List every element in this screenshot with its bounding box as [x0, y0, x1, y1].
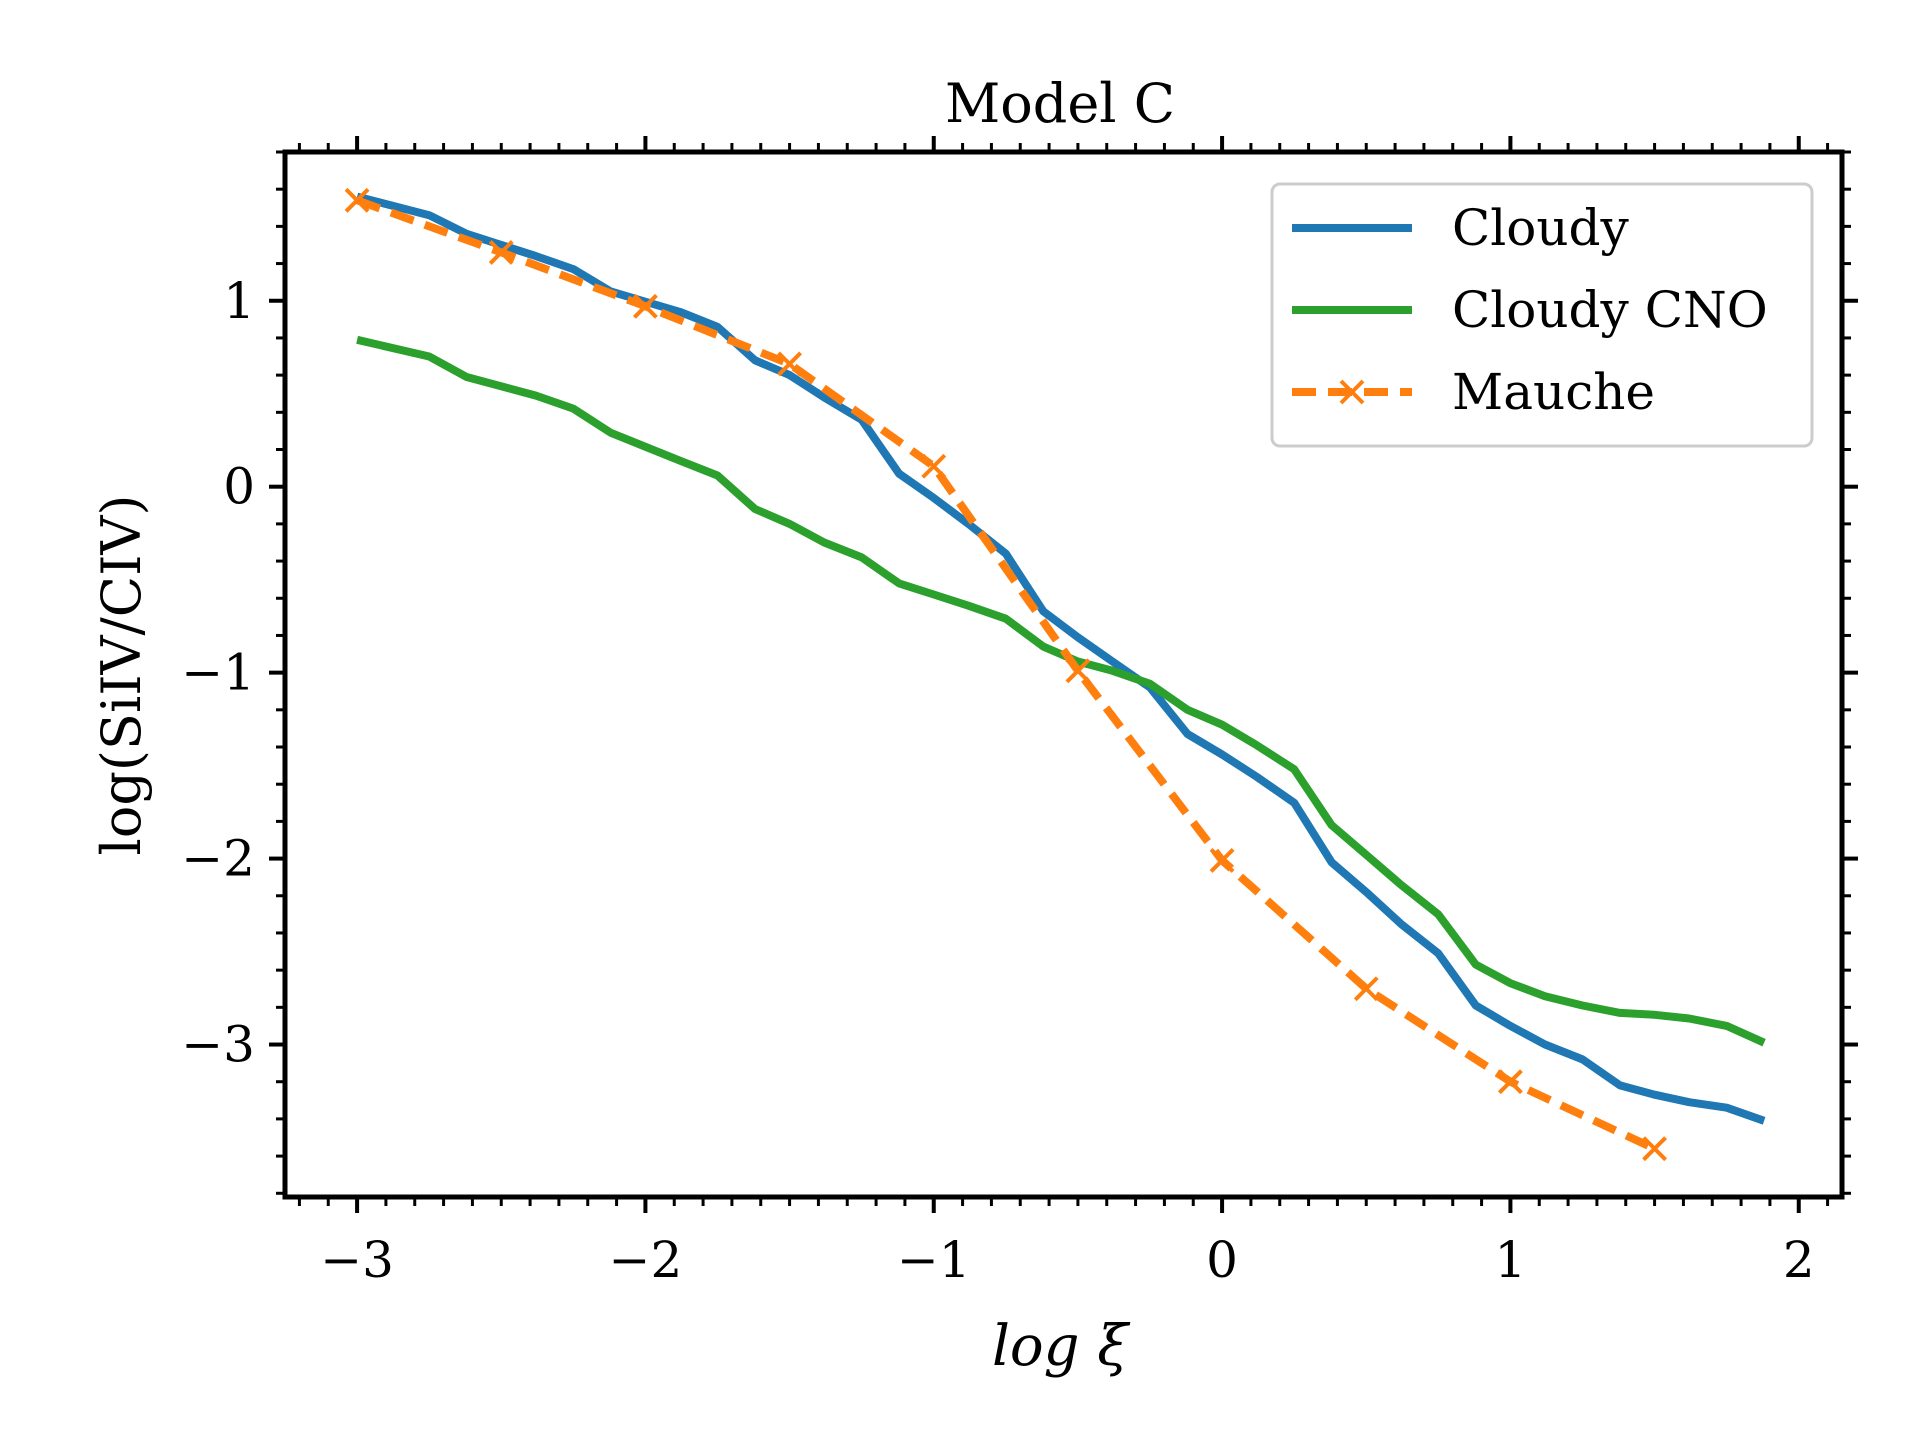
data-point-mauche [921, 453, 947, 479]
y-tick-label: −1 [181, 644, 255, 702]
legend-items: Cloudy Cloudy CNO Mauche [1292, 199, 1768, 421]
data-point-mauche [1209, 848, 1235, 873]
legend: Cloudy Cloudy CNO Mauche [1270, 182, 1814, 448]
data-point-mauche [777, 351, 802, 377]
legend-label-cloudy-cno: Cloudy CNO [1452, 281, 1768, 339]
chart-title: Model C [945, 72, 1175, 135]
series-line-cloudy [356, 192, 1766, 1125]
legend-box [1270, 182, 1814, 448]
legend-label-mauche: Mauche [1452, 363, 1655, 421]
x-tick-label: 0 [1206, 1231, 1238, 1289]
y-tick-label: −2 [181, 830, 255, 888]
y-tick-label: 0 [223, 458, 255, 516]
series-line-cloudy-cno [356, 335, 1766, 1047]
data-point-mauche [488, 239, 514, 265]
x-tick-label: 2 [1783, 1231, 1815, 1289]
plot-frame [282, 149, 1845, 1200]
y-tick-label: −3 [181, 1016, 255, 1074]
tick-layer: −3 −2 −1 0 1 2 −3 −2 −1 0 1 [181, 136, 1858, 1289]
data-point-mauche [1353, 976, 1379, 1002]
data-layer [344, 187, 1766, 1162]
legend-marker-mauche [1339, 379, 1365, 405]
y-tick-label: 1 [223, 272, 255, 330]
legend-label-cloudy: Cloudy [1452, 199, 1630, 257]
series-line-mauche [355, 196, 1657, 1153]
data-point-mauche [1065, 658, 1091, 684]
data-point-mauche [633, 293, 658, 319]
x-axis-label: log ξ [992, 1314, 1131, 1379]
x-tick-label: −1 [897, 1231, 971, 1289]
x-tick-label: −3 [320, 1231, 394, 1289]
y-axis-label: log(SiIV/CIV) [90, 495, 153, 856]
data-point-mauche [1642, 1136, 1667, 1162]
x-tick-label: −2 [609, 1231, 683, 1289]
data-point-mauche [1498, 1069, 1523, 1095]
data-point-mauche [344, 187, 370, 213]
x-tick-label: 1 [1495, 1231, 1527, 1289]
